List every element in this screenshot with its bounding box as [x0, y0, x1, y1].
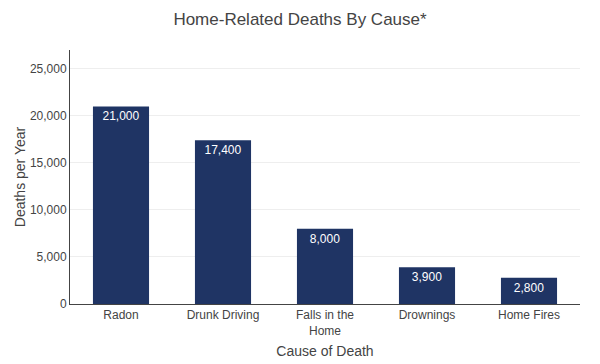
svg-text:25,000: 25,000 — [30, 62, 67, 76]
svg-text:10,000: 10,000 — [30, 203, 67, 217]
svg-text:20,000: 20,000 — [30, 109, 67, 123]
svg-text:Deaths per Year: Deaths per Year — [12, 126, 28, 227]
svg-text:21,000: 21,000 — [102, 109, 139, 123]
svg-text:5,000: 5,000 — [37, 250, 67, 264]
svg-text:Home-Related Deaths By Cause*: Home-Related Deaths By Cause* — [173, 10, 427, 29]
svg-text:Drunk Driving: Drunk Driving — [187, 308, 260, 322]
svg-text:Radon: Radon — [103, 308, 138, 322]
svg-text:2,800: 2,800 — [514, 281, 544, 295]
svg-text:Home Fires: Home Fires — [498, 308, 560, 322]
svg-text:Drownings: Drownings — [399, 308, 456, 322]
svg-text:0: 0 — [60, 297, 67, 311]
svg-text:3,900: 3,900 — [412, 270, 442, 284]
svg-text:Cause of Death: Cause of Death — [276, 343, 373, 359]
svg-text:8,000: 8,000 — [310, 232, 340, 246]
svg-text:Falls in theHome: Falls in theHome — [296, 308, 354, 338]
svg-text:17,400: 17,400 — [204, 143, 241, 157]
svg-text:15,000: 15,000 — [30, 156, 67, 170]
